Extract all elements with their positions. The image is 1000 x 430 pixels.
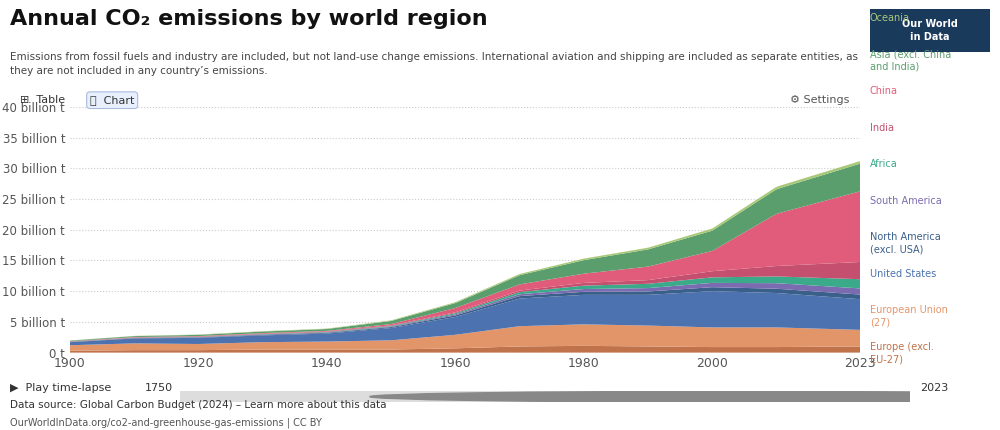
Text: Europe (excl.
EU-27): Europe (excl. EU-27) — [870, 342, 934, 364]
Text: Our World: Our World — [902, 18, 958, 29]
Text: 1750: 1750 — [145, 383, 173, 393]
Text: ⚙ Settings: ⚙ Settings — [790, 95, 849, 105]
Text: Data source: Global Carbon Budget (2024) – Learn more about this data: Data source: Global Carbon Budget (2024)… — [10, 400, 386, 411]
Text: United States: United States — [870, 269, 936, 279]
Text: in Data: in Data — [910, 31, 950, 42]
Text: South America: South America — [870, 196, 942, 206]
Text: Annual CO₂ emissions by world region: Annual CO₂ emissions by world region — [10, 9, 488, 29]
Text: Africa: Africa — [870, 159, 898, 169]
Text: ▶  Play time-lapse: ▶ Play time-lapse — [10, 383, 111, 393]
Text: ⊞  Table: ⊞ Table — [20, 95, 65, 105]
Text: China: China — [870, 86, 898, 96]
Text: 📊  Chart: 📊 Chart — [90, 95, 134, 105]
Text: India: India — [870, 123, 894, 132]
Text: Asia (excl. China
and India): Asia (excl. China and India) — [870, 49, 951, 72]
Text: Emissions from fossil fuels and industry are included, but not land-use change e: Emissions from fossil fuels and industry… — [10, 52, 858, 76]
Text: 2023: 2023 — [920, 383, 948, 393]
Text: OurWorldInData.org/co2-and-greenhouse-gas-emissions | CC BY: OurWorldInData.org/co2-and-greenhouse-ga… — [10, 418, 322, 428]
Text: Oceania: Oceania — [870, 13, 910, 23]
Text: European Union
(27): European Union (27) — [870, 305, 948, 328]
Circle shape — [370, 391, 1000, 402]
Text: North America
(excl. USA): North America (excl. USA) — [870, 232, 941, 255]
